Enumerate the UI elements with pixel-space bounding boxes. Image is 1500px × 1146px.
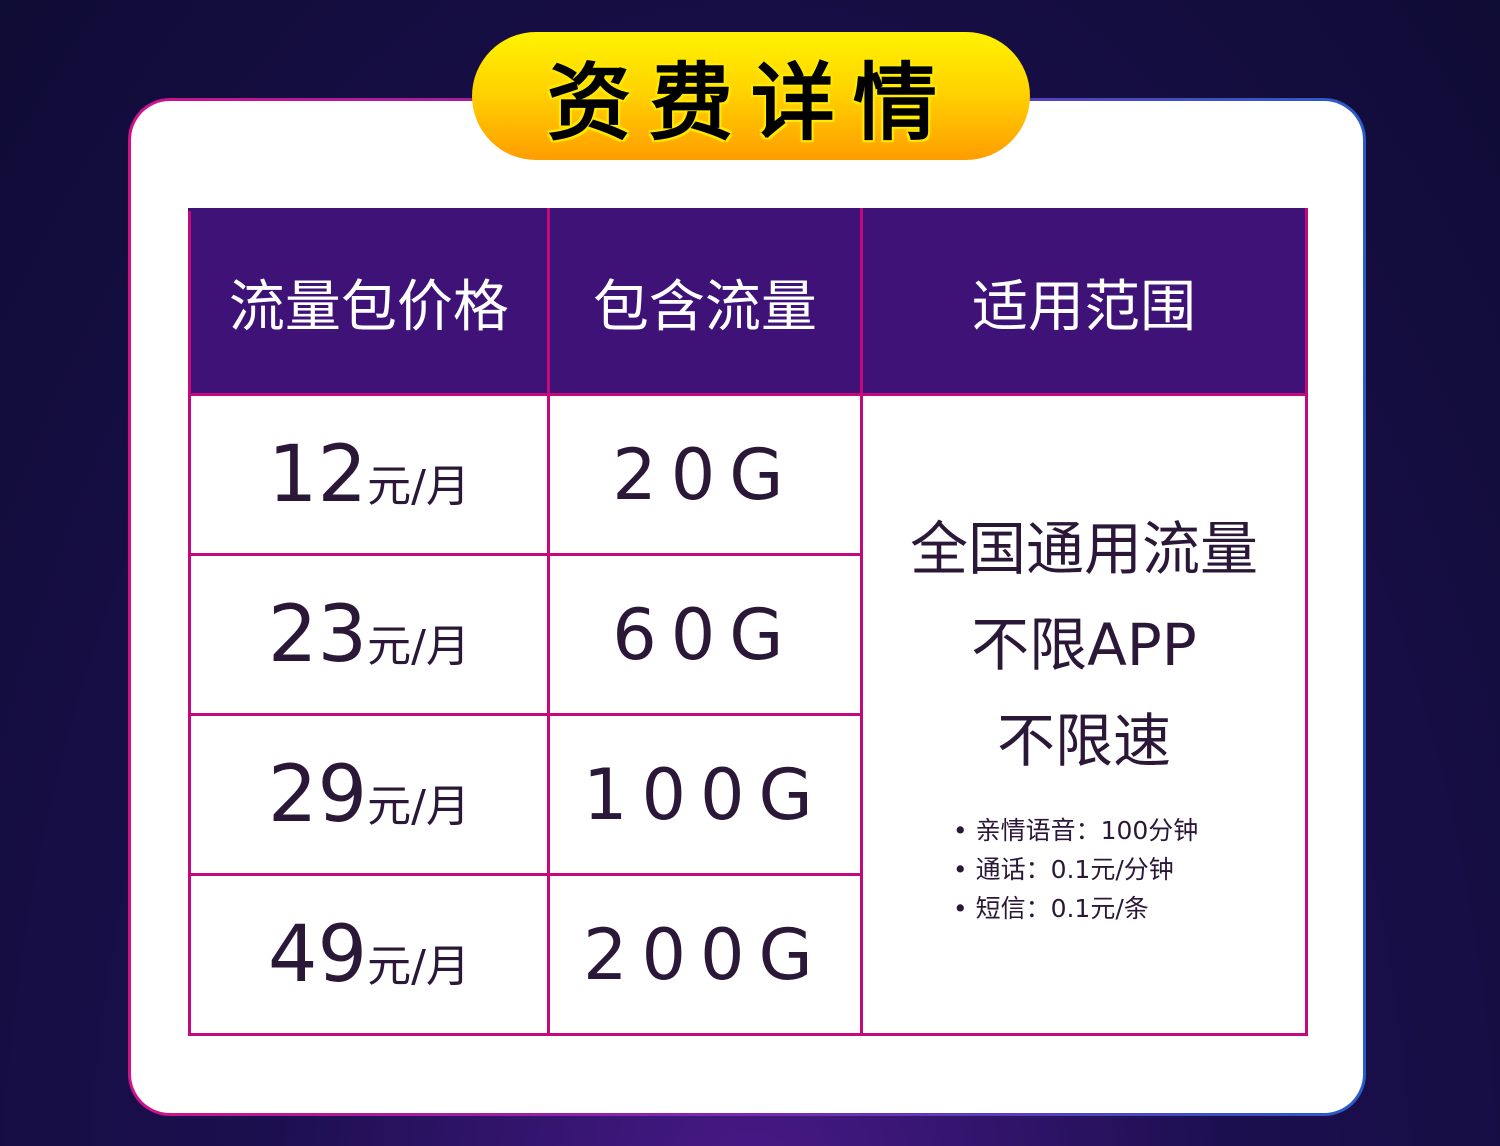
scope-line: 不限APP	[971, 611, 1197, 679]
title-banner: 资费详情	[472, 32, 1030, 160]
page-title: 资费详情	[546, 53, 955, 152]
flow-cell: 100G	[546, 713, 863, 876]
price-value: 29	[267, 749, 368, 840]
price-cell: 23元/月	[188, 553, 550, 716]
header-flow: 包含流量	[546, 208, 863, 396]
price-unit: 元/月	[367, 620, 470, 672]
note-item: • 通话：0.1元/分钟	[952, 855, 1174, 884]
table-header-row: 流量包价格 包含流量 适用范围	[188, 208, 1309, 396]
table-row: 49元/月 200G	[188, 873, 1307, 1036]
price-value: 12	[267, 429, 368, 520]
table-row: 23元/月 60G	[188, 553, 1307, 716]
flow-cell: 200G	[546, 873, 863, 1036]
price-cell: 49元/月	[188, 873, 550, 1036]
price-unit: 元/月	[367, 780, 470, 832]
price-value: 49	[267, 909, 368, 1000]
header-price: 流量包价格	[188, 208, 550, 396]
scope-cell: 全国通用流量 不限APP 不限速 • 亲情语音：100分钟 • 通话：0.1元/…	[859, 393, 1309, 1036]
table-row: 29元/月 100G	[188, 713, 1307, 876]
flow-cell: 60G	[546, 553, 863, 716]
price-value: 23	[267, 589, 368, 680]
price-unit: 元/月	[367, 460, 470, 512]
price-unit: 元/月	[367, 940, 470, 992]
header-scope: 适用范围	[859, 208, 1309, 396]
note-item: • 短信：0.1元/条	[952, 894, 1149, 923]
table-row: 12元/月 20G 全国通用流量 不限APP 不限速 • 亲情语音：100分钟 …	[188, 393, 1309, 1036]
pricing-table: 流量包价格 包含流量 适用范围 12元/月 20G 全国通用流量 不限APP 不…	[188, 208, 1309, 1036]
note-item: • 亲情语音：100分钟	[952, 816, 1199, 845]
price-cell: 29元/月	[188, 713, 550, 876]
scope-line: 全国通用流量	[909, 515, 1258, 583]
scope-line: 不限速	[996, 707, 1171, 775]
price-cell: 12元/月	[188, 393, 550, 556]
flow-cell: 20G	[546, 393, 863, 556]
scope-notes: • 亲情语音：100分钟 • 通话：0.1元/分钟 • 短信：0.1元/条	[953, 811, 1305, 928]
